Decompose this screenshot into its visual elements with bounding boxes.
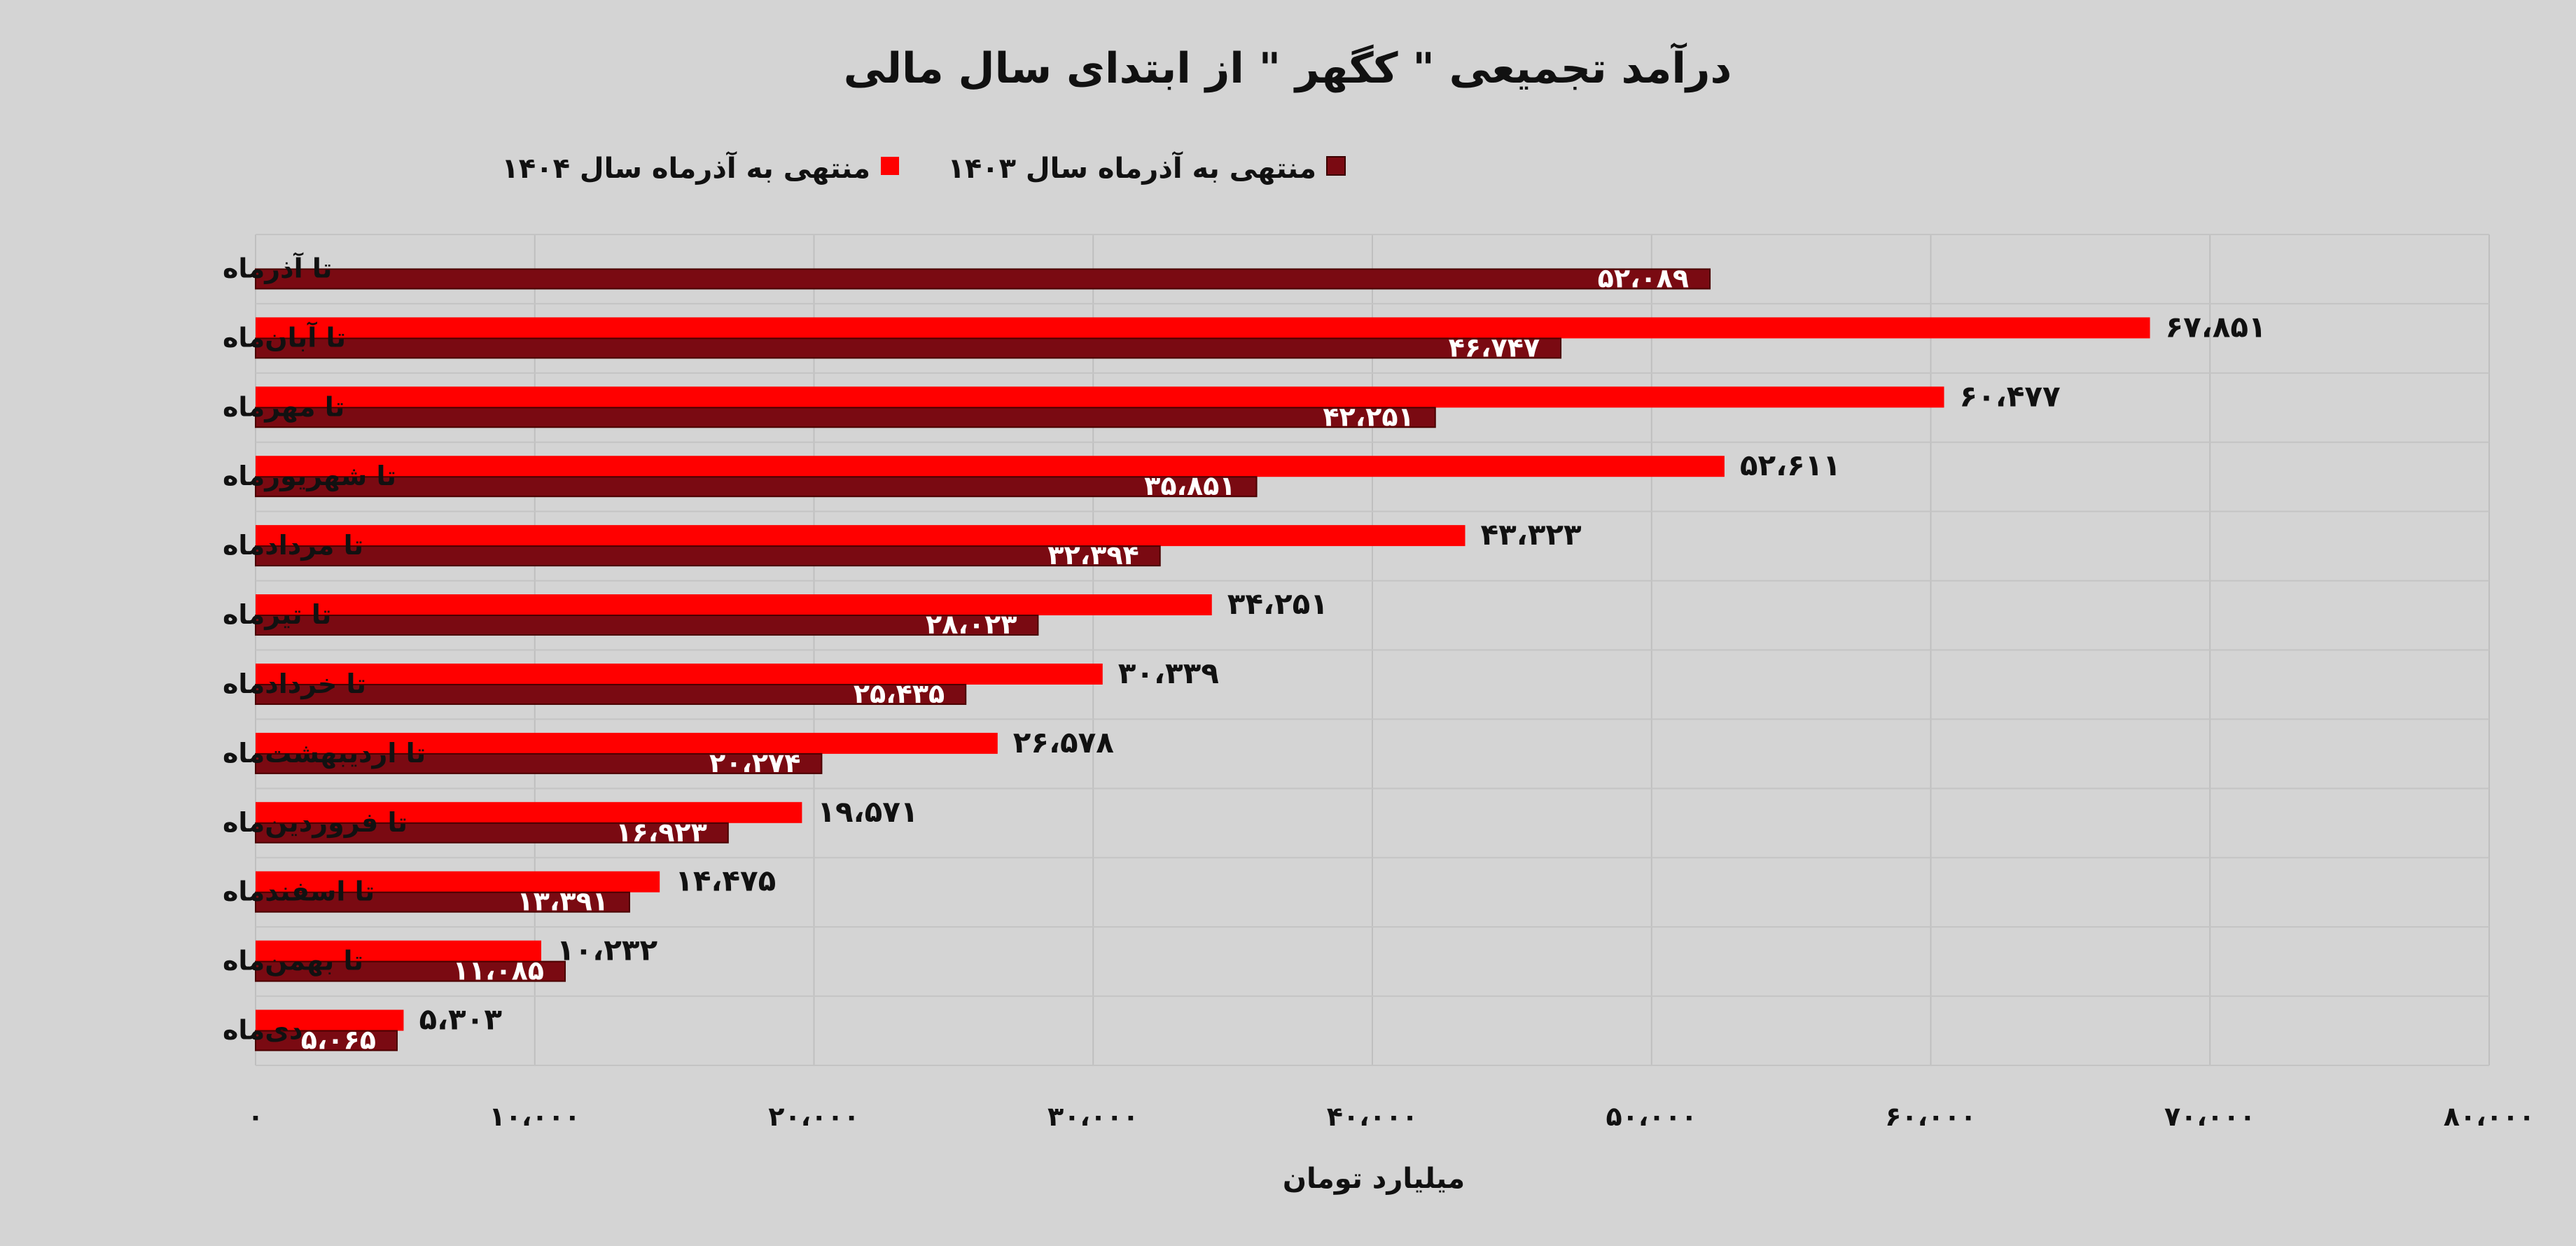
data-label-1404: ۱۰،۲۳۲ xyxy=(557,933,657,967)
gridlines xyxy=(255,234,2490,1066)
bar-1404 xyxy=(256,386,1944,408)
bar-1404 xyxy=(256,317,2150,339)
bar-1403 xyxy=(255,545,1161,567)
legend-label-1403: منتهی به آذرماه سال ۱۴۰۳ xyxy=(947,150,1316,185)
x-axis-title: میلیارد تومان xyxy=(1283,1163,1465,1195)
data-label-1404: ۲۶،۵۷۸ xyxy=(1013,725,1114,760)
x-tick-label: ۰ xyxy=(247,1101,263,1132)
bar-1403 xyxy=(255,476,1258,498)
bar-1404 xyxy=(256,802,802,823)
bar-1404 xyxy=(256,871,660,892)
category-label: تا اسفندماه xyxy=(223,876,375,907)
data-label-1404: ۵،۳۰۳ xyxy=(419,1002,502,1037)
legend-label-1404: منتهی به آذرماه سال ۱۴۰۴ xyxy=(501,150,870,185)
bar-1404 xyxy=(256,525,1465,547)
data-label-1403: ۴۲،۲۵۱ xyxy=(1323,401,1414,432)
bar-1403 xyxy=(255,1030,398,1051)
bar-1403 xyxy=(255,960,566,982)
category-label: تا شهریورماه xyxy=(223,461,396,491)
legend-swatch-1404 xyxy=(881,157,899,175)
category-label: تا آذرماه xyxy=(223,251,332,284)
x-tick-label: ۲۰،۰۰۰ xyxy=(768,1101,859,1132)
bar-1404 xyxy=(256,1009,404,1031)
data-label-1403: ۴۶،۷۴۷ xyxy=(1449,332,1540,363)
data-label-1403: ۵۲،۰۸۹ xyxy=(1598,262,1689,293)
x-tick-label: ۱۰،۰۰۰ xyxy=(489,1101,580,1132)
data-label-1403: ۱۶،۹۲۳ xyxy=(615,817,706,848)
category-label: تا بهمن‌ماه xyxy=(223,946,363,976)
bar-1403 xyxy=(255,891,630,913)
data-label-1404: ۱۴،۴۷۵ xyxy=(675,864,776,898)
x-tick-label: ۶۰،۰۰۰ xyxy=(1885,1101,1976,1132)
x-tick-label: ۵۰،۰۰۰ xyxy=(1606,1101,1697,1132)
category-label: تا مهرماه xyxy=(223,391,344,422)
data-label-1404: ۱۹،۵۷۱ xyxy=(817,794,918,829)
bar-1404 xyxy=(256,940,542,962)
x-tick-label: ۴۰،۰۰۰ xyxy=(1327,1101,1418,1132)
data-label-1403: ۱۱،۰۸۵ xyxy=(453,955,544,986)
data-label-1404: ۳۰،۳۳۹ xyxy=(1118,656,1219,690)
category-label: تا تیرماه xyxy=(223,599,331,630)
data-label-1403: ۱۳،۳۹۱ xyxy=(517,886,608,917)
data-label-1403: ۲۸،۰۲۳ xyxy=(926,609,1017,640)
data-label-1404: ۶۰،۴۷۷ xyxy=(1960,379,2061,413)
chart-title: درآمد تجمیعی " کگهر " از ابتدای سال مالی xyxy=(844,42,1732,93)
x-tick-label: ۷۰،۰۰۰ xyxy=(2164,1101,2255,1132)
category-label: تا آبان‌ماه xyxy=(223,321,346,353)
category-label: تا فروردین‌ماه xyxy=(223,807,408,839)
data-label-1404: ۵۲،۶۱۱ xyxy=(1740,448,1841,482)
bar-1403 xyxy=(255,683,967,705)
bar-1403 xyxy=(255,407,1436,428)
data-label-1404: ۴۳،۳۲۳ xyxy=(1481,517,1582,552)
x-tick-label: ۸۰،۰۰۰ xyxy=(2444,1101,2535,1132)
data-label-1403: ۳۵،۸۵۱ xyxy=(1144,470,1235,501)
bar-1403 xyxy=(255,752,823,774)
bar-1404 xyxy=(256,732,998,754)
x-tick-label: ۳۰،۰۰۰ xyxy=(1047,1101,1139,1132)
bar-1404 xyxy=(256,594,1212,616)
bar-1404 xyxy=(256,663,1103,685)
category-label: تا خردادماه xyxy=(223,668,366,699)
data-label-1403: ۲۵،۴۳۵ xyxy=(854,678,945,709)
category-label: دی‌ماه xyxy=(223,1015,303,1046)
data-label-1404: ۳۴،۲۵۱ xyxy=(1227,587,1328,621)
bar-1403 xyxy=(255,615,1039,636)
category-label: تا مردادماه xyxy=(223,530,363,561)
legend: منتهی به آذرماه سال ۱۴۰۳ منتهی به آذرماه… xyxy=(501,150,1346,185)
legend-swatch-1403 xyxy=(1326,156,1346,176)
bar-1403 xyxy=(255,268,1711,290)
category-label: تا اردیبهشت‌ماه xyxy=(223,738,426,769)
bar-1403 xyxy=(255,822,729,844)
bar-1403 xyxy=(255,337,1562,359)
category-labels: تا آذرماه تا آبان‌ماه تا مهرماه تا شهریورما… xyxy=(223,251,426,1045)
bar-1404 xyxy=(256,456,1725,477)
data-label-1404: ۶۷،۸۵۱ xyxy=(2166,309,2267,344)
data-label-1403: ۵،۰۶۵ xyxy=(301,1025,376,1056)
data-label-1403: ۲۰،۲۷۴ xyxy=(709,748,800,778)
x-axis-ticks: ۰ ۱۰،۰۰۰ ۲۰،۰۰۰ ۳۰،۰۰۰ ۴۰،۰۰۰ ۵۰،۰۰۰ ۶۰،۰۰۰ ۷۰،… xyxy=(247,1101,2535,1132)
bars: ۵۲،۰۸۹ ۶۷،۸۵۱ ۴۶،۷۴۷ ۶۰،۴۷۷ ۴۲،۲۵۱ ۵۲،۶۱۱ ۳۵،۸… xyxy=(255,262,2267,1056)
data-label-1403: ۳۲،۳۹۴ xyxy=(1047,540,1139,570)
